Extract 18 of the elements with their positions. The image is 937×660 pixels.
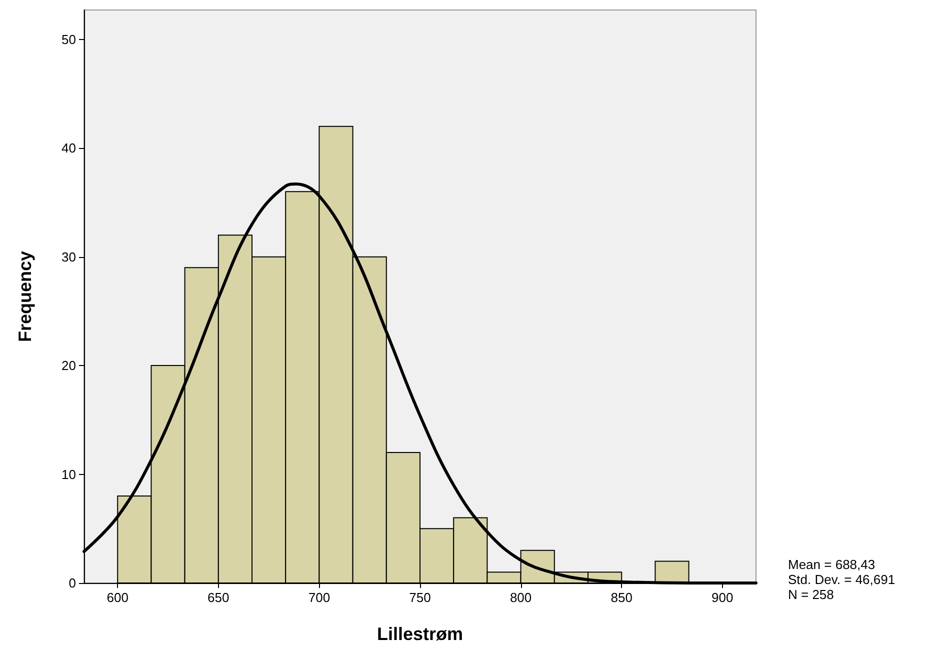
y-tick-label: 40 bbox=[62, 140, 76, 156]
x-tick-label: 700 bbox=[308, 590, 330, 605]
x-tick-label: 650 bbox=[208, 590, 230, 605]
y-tick-label: 0 bbox=[68, 576, 76, 590]
x-tick-label: 600 bbox=[106, 590, 128, 605]
text: Std. Dev. = 46,691 bbox=[788, 572, 896, 587]
y-tick-label: 30 bbox=[62, 249, 76, 264]
y-tick-label: 50 bbox=[62, 32, 76, 47]
y-tick-label: 20 bbox=[62, 358, 76, 374]
x-tick-label: 800 bbox=[510, 590, 532, 605]
x-tick-label: 850 bbox=[610, 590, 632, 605]
x-axis-title: Lillestrøm bbox=[376, 624, 464, 644]
x-tick-label: 900 bbox=[712, 590, 734, 605]
x-tick-label: 750 bbox=[409, 590, 431, 605]
y-tick-label: 10 bbox=[62, 466, 76, 482]
text: Mean = 688,43 bbox=[788, 557, 876, 572]
y-axis-title: Frequency bbox=[15, 250, 35, 342]
text: N = 258 bbox=[788, 587, 834, 602]
